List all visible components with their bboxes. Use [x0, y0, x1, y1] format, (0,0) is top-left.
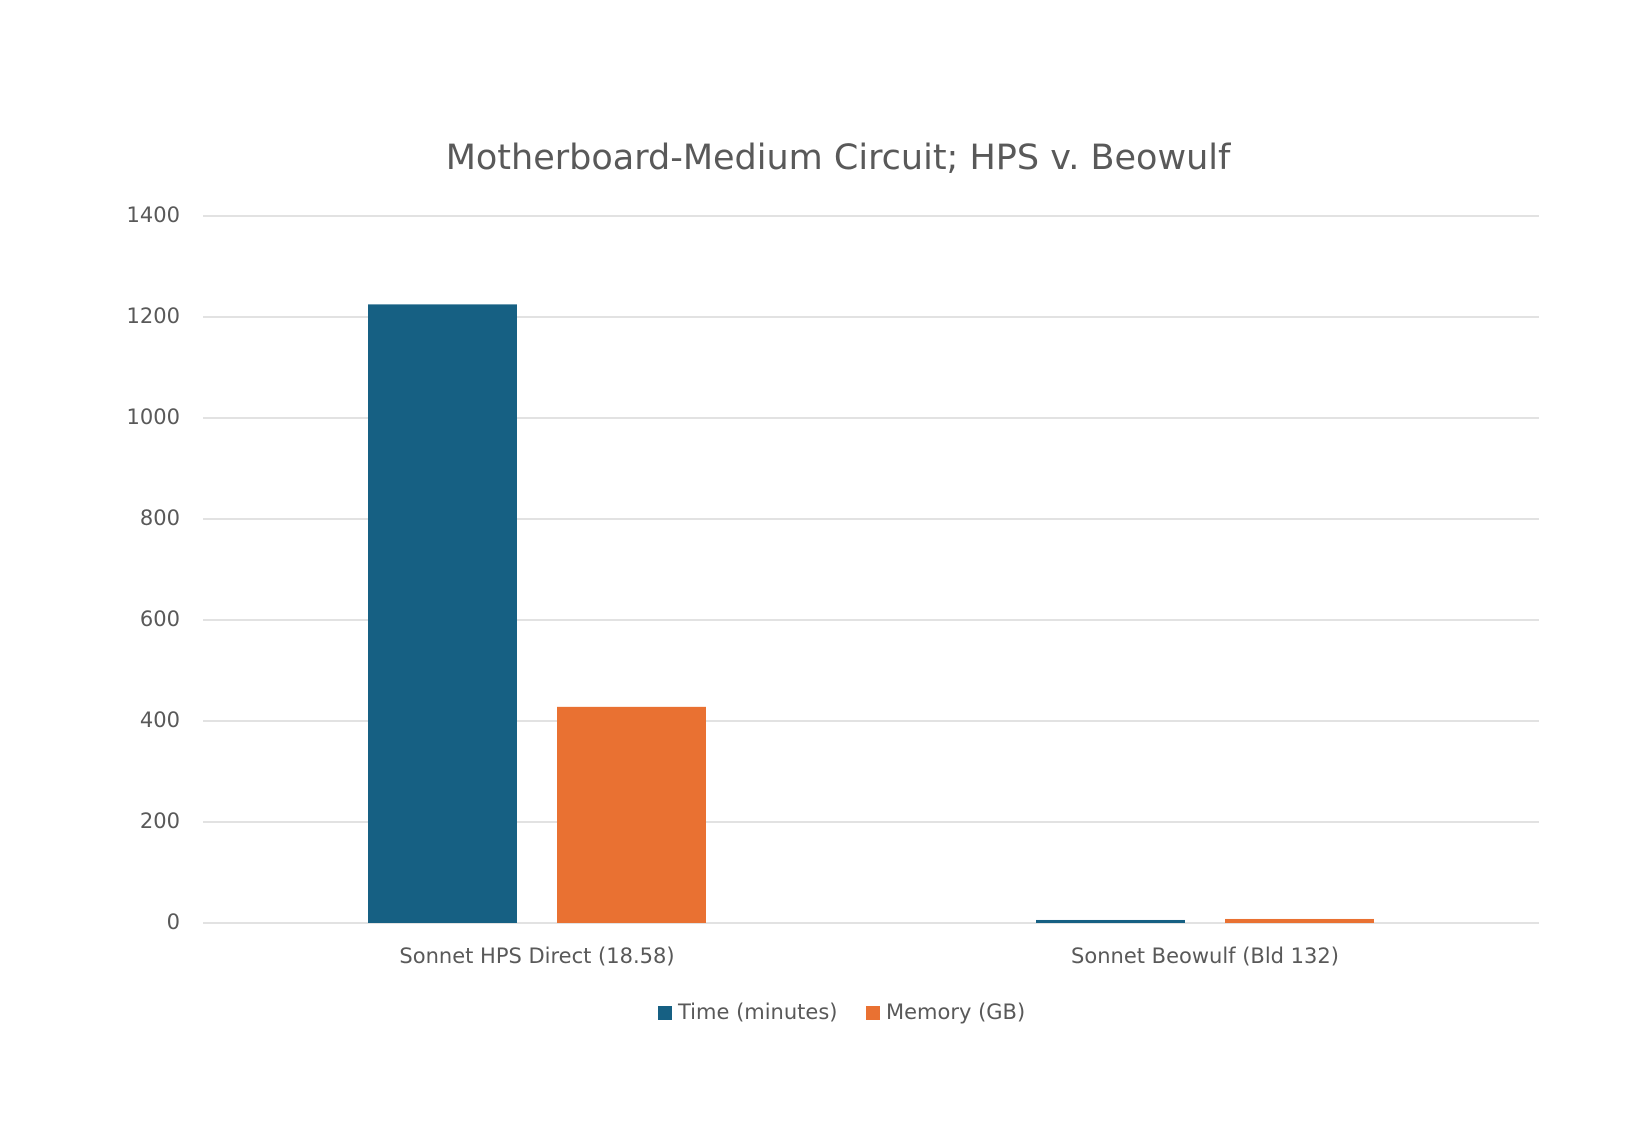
- legend-label: Memory (GB): [886, 1000, 1025, 1024]
- legend-label: Time (minutes): [677, 1000, 837, 1024]
- x-tick-label: Sonnet Beowulf (Bld 132): [1071, 944, 1339, 968]
- bar: [368, 304, 517, 923]
- bar: [1225, 918, 1374, 923]
- legend-swatch: [866, 1006, 880, 1020]
- y-tick-label: 600: [140, 607, 180, 631]
- y-tick-label: 800: [140, 506, 180, 530]
- chart-title: Motherboard-Medium Circuit; HPS v. Beowu…: [446, 138, 1231, 178]
- y-tick-label: 400: [140, 708, 180, 732]
- bar: [557, 706, 706, 923]
- y-tick-label: 1000: [127, 405, 180, 429]
- y-tick-label: 0: [167, 910, 180, 934]
- y-tick-label: 200: [140, 809, 180, 833]
- x-tick-label: Sonnet HPS Direct (18.58): [399, 944, 674, 968]
- y-tick-label: 1200: [127, 304, 180, 328]
- bar: [1036, 919, 1185, 923]
- y-tick-label: 1400: [127, 203, 180, 227]
- legend-swatch: [658, 1006, 672, 1020]
